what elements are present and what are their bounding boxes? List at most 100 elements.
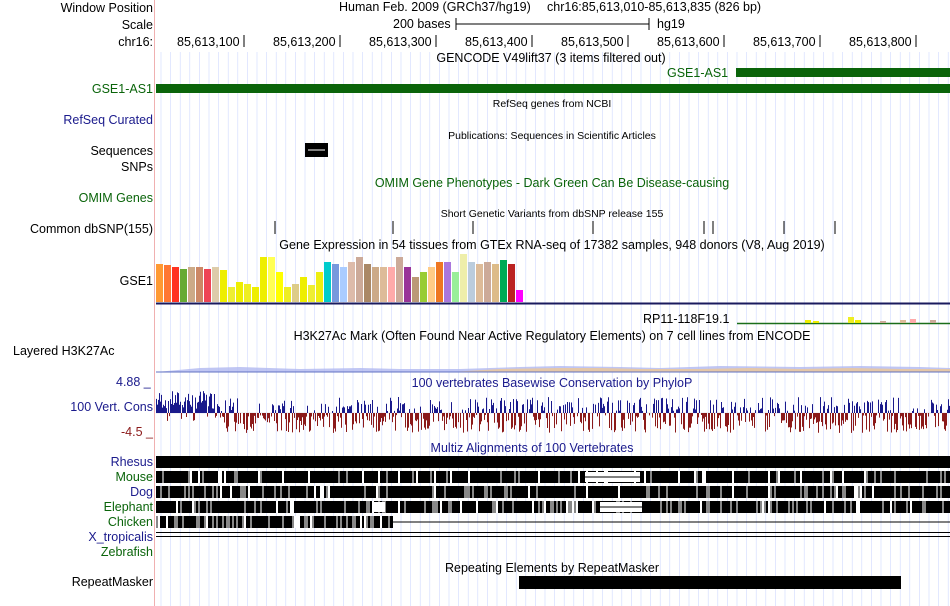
gtex-tissue-bar bbox=[508, 264, 515, 302]
gtex-tissue-bar bbox=[300, 277, 307, 302]
multiz-gap bbox=[592, 501, 594, 513]
gtex-tissue-bar bbox=[252, 287, 259, 302]
gtex-tissue-bar bbox=[412, 277, 419, 302]
multiz-alignment-block bbox=[156, 456, 950, 468]
gtex-tissue-bar bbox=[340, 267, 347, 302]
phylop-max-label: 4.88 _ bbox=[116, 375, 151, 389]
multiz-gap bbox=[944, 471, 946, 483]
gtex-tissue-bar bbox=[292, 284, 299, 302]
gtex-tissue-bar bbox=[276, 272, 283, 302]
multiz-gap bbox=[298, 516, 300, 528]
multiz-gap bbox=[894, 471, 896, 483]
multiz-gap bbox=[796, 501, 798, 513]
multiz-gap bbox=[434, 471, 436, 483]
multiz-gap bbox=[496, 501, 498, 513]
gtex-tissue-bar bbox=[452, 272, 459, 302]
multiz-species-elephant[interactable]: Elephant bbox=[103, 500, 153, 514]
multiz-gap bbox=[236, 516, 238, 528]
multiz-gap bbox=[696, 486, 698, 498]
gtex-item-label[interactable]: RP11-118F19.1 bbox=[643, 312, 730, 326]
multiz-gap bbox=[768, 501, 770, 513]
multiz-track-title: Multiz Alignments of 100 Vertebrates bbox=[430, 441, 634, 455]
multiz-gap bbox=[576, 501, 578, 513]
h3k27ac-track-title: H3K27Ac Mark (Often Found Near Active Re… bbox=[293, 329, 811, 343]
gencode-item-label[interactable]: GSE1-AS1 bbox=[667, 66, 729, 80]
multiz-gap bbox=[174, 516, 176, 528]
multiz-gap bbox=[770, 486, 772, 498]
label-divider bbox=[154, 0, 155, 606]
multiz-gap bbox=[326, 486, 328, 498]
gtex-tissue-bar bbox=[460, 254, 467, 302]
multiz-gap bbox=[192, 486, 194, 498]
gencode-track-label[interactable]: GSE1-AS1 bbox=[91, 82, 153, 96]
multiz-gap bbox=[492, 501, 494, 513]
multiz-gap bbox=[574, 486, 576, 498]
gtex-tissue-bar bbox=[813, 321, 819, 323]
multiz-gap bbox=[466, 486, 468, 498]
phylop-track-label[interactable]: 100 Vert. Cons bbox=[70, 400, 153, 414]
dbsnp-track-label[interactable]: Common dbSNP(155) bbox=[30, 222, 153, 236]
gtex-tissue-bar bbox=[880, 321, 886, 323]
gtex-tissue-bar bbox=[380, 267, 387, 302]
multiz-gap bbox=[764, 501, 766, 513]
multiz-gap bbox=[198, 471, 200, 483]
multiz-gap bbox=[362, 471, 364, 483]
multiz-gap bbox=[830, 486, 832, 498]
multiz-gap bbox=[158, 516, 160, 528]
gtex-tissue-bar bbox=[492, 264, 499, 302]
multiz-gap bbox=[770, 501, 772, 513]
multiz-species-rhesus[interactable]: Rhesus bbox=[110, 455, 153, 469]
multiz-gap bbox=[864, 471, 866, 483]
gtex-tissue-bar bbox=[324, 262, 331, 302]
multiz-gap bbox=[732, 486, 734, 498]
multiz-gap bbox=[760, 501, 762, 513]
multiz-gap bbox=[900, 486, 902, 498]
multiz-species-zebrafish[interactable]: Zebrafish bbox=[100, 545, 153, 559]
multiz-gap bbox=[528, 486, 530, 498]
multiz-gap bbox=[310, 516, 312, 528]
gtex-tissue-bar bbox=[348, 262, 355, 302]
multiz-species-mouse[interactable]: Mouse bbox=[115, 470, 153, 484]
multiz-gap bbox=[842, 486, 844, 498]
multiz-gap bbox=[680, 501, 682, 513]
multiz-gap bbox=[464, 486, 466, 498]
multiz-gap bbox=[316, 501, 318, 513]
multiz-gap bbox=[412, 471, 414, 483]
multiz-species-chicken[interactable]: Chicken bbox=[107, 515, 153, 529]
multiz-gap bbox=[188, 486, 190, 498]
repeatmasker-track-label[interactable]: RepeatMasker bbox=[71, 575, 153, 589]
position-text: chr16:85,613,010-85,613,835 (826 bp) bbox=[547, 0, 762, 14]
multiz-gap bbox=[810, 501, 812, 513]
multiz-gap bbox=[856, 501, 858, 513]
multiz-gap bbox=[340, 516, 342, 528]
multiz-gap bbox=[552, 501, 554, 513]
multiz-gap bbox=[850, 501, 852, 513]
gtex-tissue-bar bbox=[476, 264, 483, 302]
multiz-gap bbox=[202, 471, 204, 483]
gtex-track-title: Gene Expression in 54 tissues from GTEx … bbox=[279, 238, 825, 252]
multiz-gap bbox=[346, 516, 348, 528]
multiz-alignment-block bbox=[156, 486, 950, 498]
gtex-tissue-bar bbox=[196, 267, 203, 302]
refseq-track-label[interactable]: RefSeq Curated bbox=[63, 113, 153, 127]
publications-track-label[interactable]: Sequences bbox=[90, 144, 153, 158]
omim-track-label[interactable]: OMIM Genes bbox=[78, 191, 153, 205]
multiz-gap bbox=[206, 501, 208, 513]
multiz-gap bbox=[352, 516, 354, 528]
multiz-species-xtropicalis[interactable]: X_tropicalis bbox=[88, 530, 153, 544]
snps-track-label[interactable]: SNPs bbox=[121, 160, 153, 174]
h3k27ac-track-label[interactable]: Layered H3K27Ac bbox=[13, 344, 115, 358]
multiz-gap bbox=[204, 486, 206, 498]
multiz-gap bbox=[832, 471, 834, 483]
gtex-track-label[interactable]: GSE1 bbox=[119, 274, 153, 288]
multiz-gap bbox=[306, 486, 308, 498]
multiz-species-dog[interactable]: Dog bbox=[130, 485, 153, 499]
multiz-gap bbox=[514, 471, 516, 483]
gtex-tissue-bar bbox=[444, 262, 451, 302]
multiz-gap bbox=[446, 471, 448, 483]
multiz-gap bbox=[844, 501, 846, 513]
gtex-tissue-bar bbox=[316, 272, 323, 302]
multiz-gap bbox=[290, 501, 292, 513]
multiz-gap bbox=[448, 501, 450, 513]
